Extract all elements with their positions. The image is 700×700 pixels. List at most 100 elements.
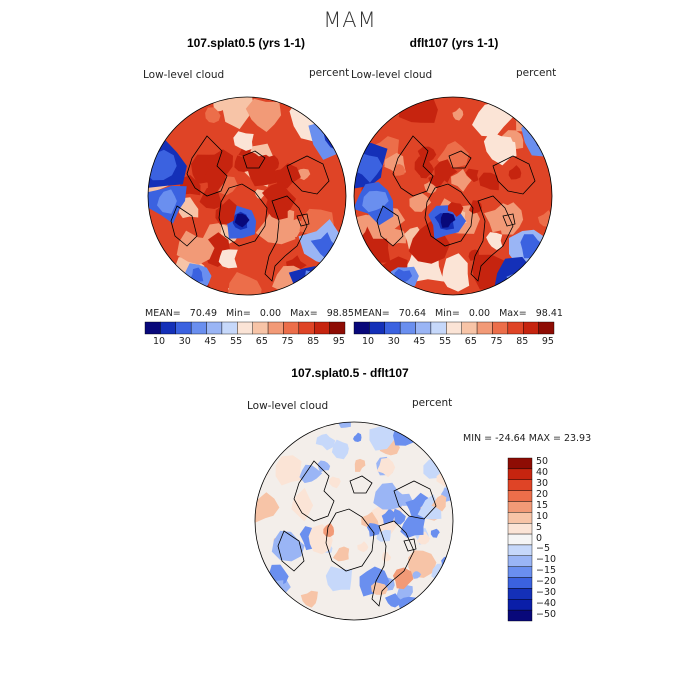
field-patch: [408, 550, 437, 578]
coastline: [293, 460, 335, 522]
colorbar-tick-label: 10: [153, 336, 166, 347]
colorbar-tick-label: 55: [439, 336, 452, 347]
map-field: [148, 97, 346, 295]
map-border: [353, 96, 553, 296]
field-patch: [508, 165, 522, 180]
colorbar-swatch: [160, 321, 176, 335]
field-patch: [432, 433, 446, 448]
colorbar-tick-label: 45: [204, 336, 217, 347]
field-patch: [442, 253, 470, 292]
colorbar-swatch: [190, 321, 207, 335]
colorbar-tick-label: 65: [464, 336, 477, 347]
field-patch: [332, 546, 350, 562]
colorbar-swatch: [507, 555, 533, 567]
colorbar-swatch: [446, 321, 462, 335]
colorbar-swatch: [492, 321, 509, 335]
field-patch: [434, 448, 447, 464]
panel-2-colorbar: [353, 321, 555, 335]
colorbar-swatch: [267, 321, 284, 335]
colorbar-tick-label: 50: [536, 456, 549, 468]
field-patch: [381, 508, 395, 525]
field-patch: [418, 162, 435, 175]
colorbar-tick-label: 85: [516, 336, 529, 347]
coastlines: [376, 135, 536, 282]
field-patch: [354, 458, 366, 472]
field-patch: [517, 97, 548, 113]
panel-1-colorbar-ticks: 10 30 45 55 65 75 85 95: [145, 336, 345, 350]
colorbar-swatch: [221, 321, 238, 335]
colorbar-tick-label: −30: [536, 586, 557, 598]
field-patch: [218, 249, 238, 269]
coastline: [424, 183, 474, 247]
colorbar-tick-label: 30: [178, 336, 191, 347]
colorbar-swatch: [507, 566, 533, 578]
colorbar-tick-label: 45: [413, 336, 426, 347]
coastline: [371, 520, 415, 607]
field-patch: [393, 508, 406, 525]
colorbar-tick-label: 75: [281, 336, 294, 347]
field-patch: [465, 168, 479, 183]
field-patch: [279, 425, 286, 434]
panel-3-variable: Low-level cloud: [247, 400, 329, 412]
panel-2-colorbar-ticks: 10 30 45 55 65 75 85 95: [354, 336, 554, 350]
panel-2-min: 0.00: [468, 308, 491, 319]
field-patch: [254, 189, 265, 200]
field-patch: [418, 427, 438, 447]
colorbar-swatch: [237, 321, 253, 335]
coastline: [186, 135, 228, 197]
coastline: [264, 195, 308, 282]
panel-1-min-label: Min=: [226, 308, 251, 319]
field-patch: [366, 523, 381, 537]
panel-1-units: percent: [309, 67, 350, 79]
coastline: [218, 183, 268, 247]
colorbar-tick-label: 30: [536, 478, 549, 490]
panel-3-range: MIN = -24.64 MAX = 23.93: [463, 433, 592, 444]
panel-1-stats: MEAN= 70.49 Min= 0.00 Max= 98.85: [145, 308, 354, 319]
field-patch: [392, 567, 414, 590]
coastlines: [277, 460, 437, 607]
colorbar-tick-label: 10: [362, 336, 375, 347]
coastline: [492, 155, 536, 195]
colorbar-swatch: [384, 321, 401, 335]
panel-2-max: 98.41: [535, 308, 563, 319]
field-patch: [325, 566, 352, 592]
panel-1-max: 98.85: [326, 308, 354, 319]
field-patch: [245, 98, 282, 132]
colorbar-tick-label: 15: [536, 499, 549, 511]
colorbar-tick-label: 95: [541, 336, 554, 347]
field-patch: [157, 189, 177, 214]
season-title: MAM: [323, 8, 377, 32]
coastline: [448, 150, 472, 169]
colorbar-swatch: [283, 321, 300, 335]
colorbar-tick-label: −5: [536, 543, 551, 555]
panel-1-title: 107.splat0.5 (yrs 1-1): [186, 36, 306, 50]
map-border: [147, 96, 347, 296]
coastline: [296, 213, 310, 227]
field-patch: [176, 230, 215, 265]
field-patch: [300, 590, 318, 608]
panel-2-mean-label: MEAN=: [354, 308, 390, 319]
panel-1-colorbar: [144, 321, 346, 335]
colorbar-swatch: [175, 321, 192, 335]
colorbar-swatch: [507, 577, 533, 589]
panel-2-map: [353, 96, 553, 296]
field-patch: [431, 494, 447, 512]
field-patch: [329, 476, 341, 489]
colorbar-swatch: [507, 468, 533, 480]
field-patch: [353, 432, 362, 442]
field-patch: [483, 131, 515, 166]
coastline: [470, 195, 514, 282]
colorbar-tick-label: 40: [536, 467, 549, 479]
field-patch: [398, 97, 438, 123]
colorbar-swatch: [353, 321, 370, 335]
field-patch: [148, 279, 169, 295]
panel-3-colorbar: [507, 457, 533, 622]
field-patch: [319, 270, 346, 295]
colorbar-swatch: [430, 321, 447, 335]
colorbar-swatch: [507, 321, 524, 335]
colorbar-swatch: [206, 321, 223, 335]
field-patch: [205, 107, 221, 123]
field-patch: [486, 232, 503, 250]
colorbar-tick-label: 95: [332, 336, 345, 347]
